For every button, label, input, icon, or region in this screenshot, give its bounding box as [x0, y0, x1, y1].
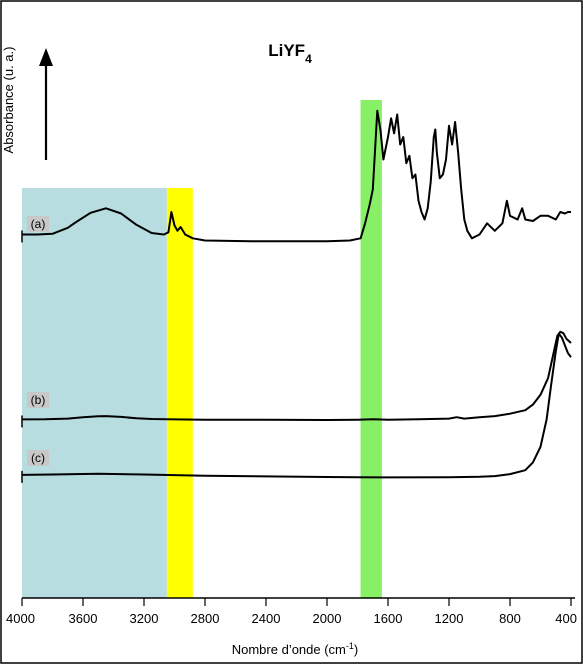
x-tick-label-3600: 3600: [69, 611, 98, 626]
x-tick-label-1200: 1200: [435, 611, 464, 626]
svg-text:(c): (c): [31, 451, 45, 465]
series-line-3: [21, 332, 572, 479]
highlight-band-2: [166, 188, 193, 598]
series-label-2: (b): [27, 392, 49, 408]
highlight-band-3: [360, 100, 382, 598]
x-ticks: 4000 3600 3200 2800 2400 2000 1600 1200 800 400: [6, 598, 577, 626]
chart-title: LiYF4: [268, 41, 312, 66]
series-layer: (a) (b) (c): [21, 109, 572, 483]
x-tick-label-2400: 2400: [252, 611, 281, 626]
x-tick-label-400: 400: [555, 611, 577, 626]
svg-text:(a): (a): [31, 217, 46, 231]
svg-text:(b): (b): [31, 393, 46, 407]
x-tick-label-2800: 2800: [191, 611, 220, 626]
series-line-2: [21, 330, 572, 421]
x-tick-label-800: 800: [499, 611, 521, 626]
series-label-1: (a): [27, 216, 49, 232]
x-tick-label-4000: 4000: [6, 611, 35, 626]
x-tick-label-3200: 3200: [130, 611, 159, 626]
series-line-1: [22, 109, 571, 243]
y-axis-label: Absorbance (u. a.): [1, 47, 16, 154]
series-label-3: (c): [27, 450, 49, 466]
y-axis-arrow-head: [39, 48, 53, 66]
x-tick-label-1600: 1600: [374, 611, 403, 626]
x-tick-label-2000: 2000: [313, 611, 342, 626]
x-axis-label: Nombre d’onde (cm-1): [232, 641, 359, 657]
